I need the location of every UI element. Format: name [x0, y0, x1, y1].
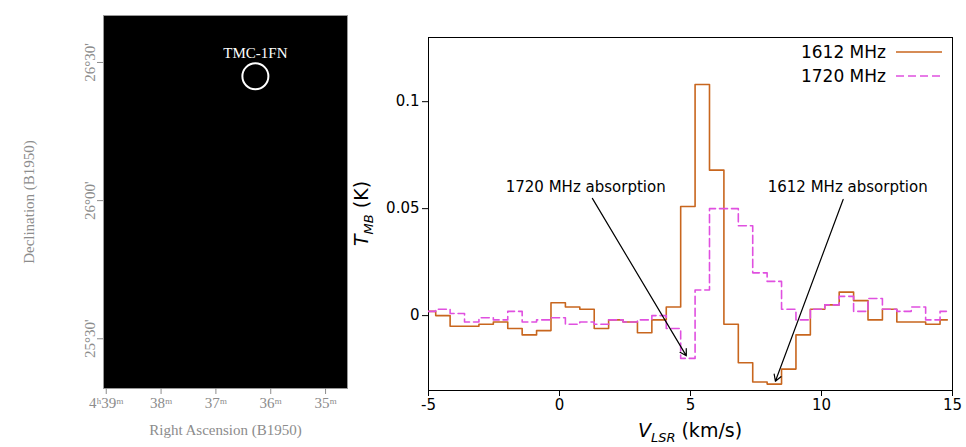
svg-text:10: 10: [812, 396, 831, 414]
svg-text:36ᵐ: 36ᵐ: [260, 395, 283, 411]
svg-text:25°30': 25°30': [82, 319, 98, 358]
svg-text:37ᵐ: 37ᵐ: [205, 395, 228, 411]
svg-text:4ʰ39ᵐ: 4ʰ39ᵐ: [89, 395, 124, 411]
svg-text:Declination (B1950): Declination (B1950): [21, 140, 38, 264]
svg-text:0: 0: [555, 396, 565, 414]
svg-text:0: 0: [410, 306, 420, 324]
svg-text:VLSR (km/s): VLSR (km/s): [638, 419, 742, 445]
svg-text:15: 15: [943, 396, 962, 414]
svg-text:35ᵐ: 35ᵐ: [314, 395, 337, 411]
svg-text:-5: -5: [421, 396, 436, 414]
svg-text:26°00': 26°00': [82, 181, 98, 220]
svg-text:TMB (K): TMB (K): [350, 181, 376, 246]
svg-text:1720 MHz absorption: 1720 MHz absorption: [506, 178, 666, 196]
svg-text:1612 MHz absorption: 1612 MHz absorption: [768, 178, 928, 196]
svg-text:38ᵐ: 38ᵐ: [150, 395, 173, 411]
html-text:1612 MHz: 1612 MHz: [801, 42, 886, 62]
svg-text:26°30': 26°30': [82, 43, 98, 82]
svg-text:0.05: 0.05: [386, 199, 419, 217]
html-text:1720 MHz: 1720 MHz: [801, 66, 886, 86]
svg-text:0.1: 0.1: [396, 92, 420, 110]
svg-text:5: 5: [686, 396, 696, 414]
svg-text:TMC-1FN: TMC-1FN: [223, 45, 287, 61]
svg-text:Right Ascension (B1950): Right Ascension (B1950): [149, 422, 302, 439]
